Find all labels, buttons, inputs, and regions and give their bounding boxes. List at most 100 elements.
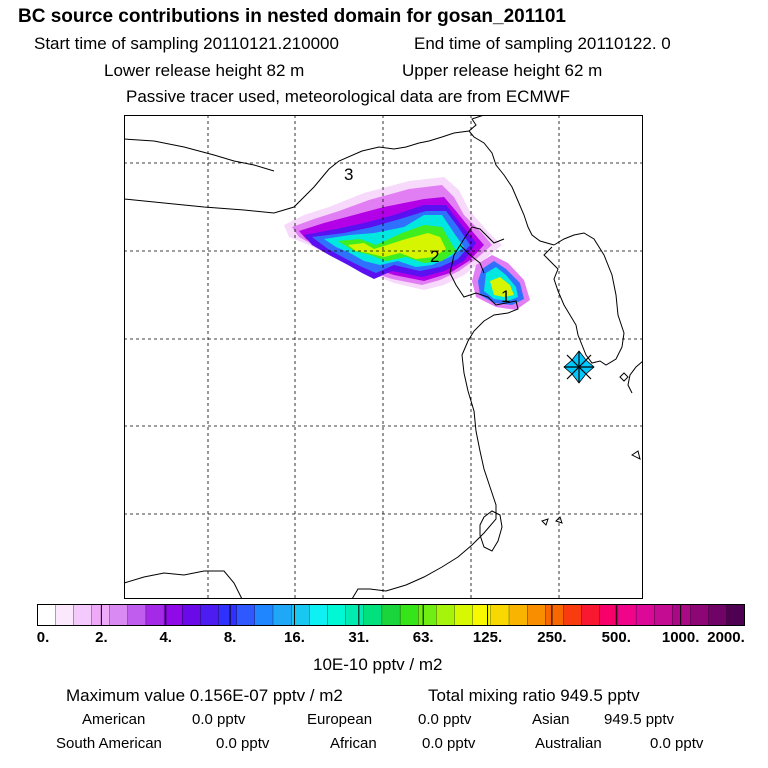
region-name-australian: Australian <box>535 735 602 752</box>
colorbar-cell <box>345 604 365 626</box>
island-2 <box>631 450 641 460</box>
colorbar-cell <box>37 604 56 626</box>
northeast-border <box>468 130 555 246</box>
japan-coast <box>627 360 643 394</box>
colorbar-cell <box>54 604 74 626</box>
korea-coast <box>543 232 625 366</box>
colorbar-cell <box>490 604 510 626</box>
colorbar-cell <box>526 604 546 626</box>
china-coast <box>351 226 519 599</box>
maximum-value-text: Maximum value 0.156E-07 pptv / m2 <box>66 686 343 705</box>
colorbar-major-dividers <box>37 604 745 626</box>
region-value-american: 0.0 pptv <box>192 711 246 728</box>
island-1 <box>619 372 629 382</box>
colorbar-cell <box>708 604 728 626</box>
region-value-asian: 949.5 pptv <box>604 711 675 728</box>
bohai-inner <box>459 244 485 274</box>
colorbar-tick-label: 1000. <box>661 629 700 646</box>
colorbar-cell <box>672 604 691 626</box>
region-name-african: African <box>330 735 377 752</box>
colorbar-cell <box>109 604 129 626</box>
colorbar-tick-label: 2000. <box>707 629 745 646</box>
region-value-european: 0.0 pptv <box>418 711 472 728</box>
plume-east-core <box>490 277 514 297</box>
taiwan <box>479 510 503 552</box>
colorbar-tick-label: 4. <box>159 629 172 646</box>
mongolia-border <box>124 115 485 214</box>
colorbar-cell <box>617 604 637 626</box>
colorbar-cell <box>654 604 673 626</box>
coastlines <box>124 115 643 599</box>
colorbar-cell <box>726 604 745 626</box>
island-3 <box>541 518 549 526</box>
colorbar-cell <box>381 604 401 626</box>
colorbar-cell <box>436 604 455 626</box>
tracer-note-text: Passive tracer used, meteorological data… <box>126 87 571 106</box>
region-name-european: European <box>307 711 373 728</box>
vietnam-coast <box>124 570 243 599</box>
colorbar-cell <box>327 604 347 626</box>
colorbar-tick-label: 31. <box>348 629 370 646</box>
colorbar-cell <box>399 604 419 626</box>
colorbar-cell <box>163 604 183 626</box>
colorbar-cell <box>127 604 147 626</box>
colorbar-tick-label: 63. <box>412 629 434 646</box>
colorbar-cell <box>508 604 528 626</box>
colorbar-cell <box>145 604 165 626</box>
source-label-3: 3 <box>344 165 353 184</box>
colorbar-cell <box>91 604 111 626</box>
map-frame <box>124 115 643 599</box>
colorbar-cell <box>363 604 383 626</box>
total-mixing-ratio-text: Total mixing ratio 949.5 pptv <box>428 686 640 705</box>
colorbar-cell <box>254 604 274 626</box>
start-sampling-text: Start time of sampling 20110121.210000 <box>34 34 339 53</box>
region-value-australian: 0.0 pptv <box>650 735 704 752</box>
colorbar-cell <box>236 604 256 626</box>
colorbar-cell <box>309 604 328 626</box>
nw-border <box>124 138 275 172</box>
region-value-african: 0.0 pptv <box>422 735 476 752</box>
region-name-american: American <box>82 711 146 728</box>
source-label-2: 2 <box>430 247 439 266</box>
colorbar <box>37 604 745 626</box>
colorbar-frame <box>37 604 745 626</box>
plume-core <box>348 233 446 259</box>
plot-title: BC source contributions in nested domain… <box>18 6 566 27</box>
colorbar-cell <box>418 604 437 626</box>
lower-release-text: Lower release height 82 m <box>104 61 305 80</box>
colorbar-cell <box>218 604 238 626</box>
region-name-asian: Asian <box>532 711 570 728</box>
colorbar-unit-label: 10E-10 pptv / m2 <box>313 655 443 674</box>
colorbar-tick-label: 2. <box>95 629 108 646</box>
colorbar-tick-label: 0. <box>36 629 50 646</box>
colorbar-cell <box>200 604 219 626</box>
colorbar-cell <box>182 604 201 626</box>
colorbar-tick-label: 500. <box>601 629 631 646</box>
colorbar-tick-label: 250. <box>537 629 567 646</box>
receptor-marker <box>563 350 595 384</box>
colorbar-cell <box>635 604 655 626</box>
source-label-1: 1 <box>501 287 510 306</box>
colorbar-cell <box>690 604 710 626</box>
colorbar-cell <box>272 604 292 626</box>
region-value-south-american: 0.0 pptv <box>216 735 270 752</box>
colorbar-cells <box>37 604 745 626</box>
colorbar-cell <box>545 604 564 626</box>
region-name-south-american: South American <box>56 735 162 752</box>
colorbar-tick-label: 125. <box>472 629 503 646</box>
colorbar-cell <box>454 604 474 626</box>
colorbar-cell <box>599 604 619 626</box>
upper-release-text: Upper release height 62 m <box>402 61 603 80</box>
colorbar-cell <box>472 604 492 626</box>
colorbar-cell <box>581 604 601 626</box>
map-panel: 1 2 3 <box>124 115 643 599</box>
plume-field <box>284 177 530 310</box>
island-4 <box>555 516 563 524</box>
colorbar-cell <box>290 604 310 626</box>
colorbar-tick-label: 16. <box>284 629 305 646</box>
colorbar-cell <box>563 604 583 626</box>
end-sampling-text: End time of sampling 20110122. 0 <box>414 34 671 53</box>
colorbar-tick-label: 8. <box>223 629 237 646</box>
colorbar-cell <box>73 604 92 626</box>
lat-lon-grid <box>124 115 643 599</box>
